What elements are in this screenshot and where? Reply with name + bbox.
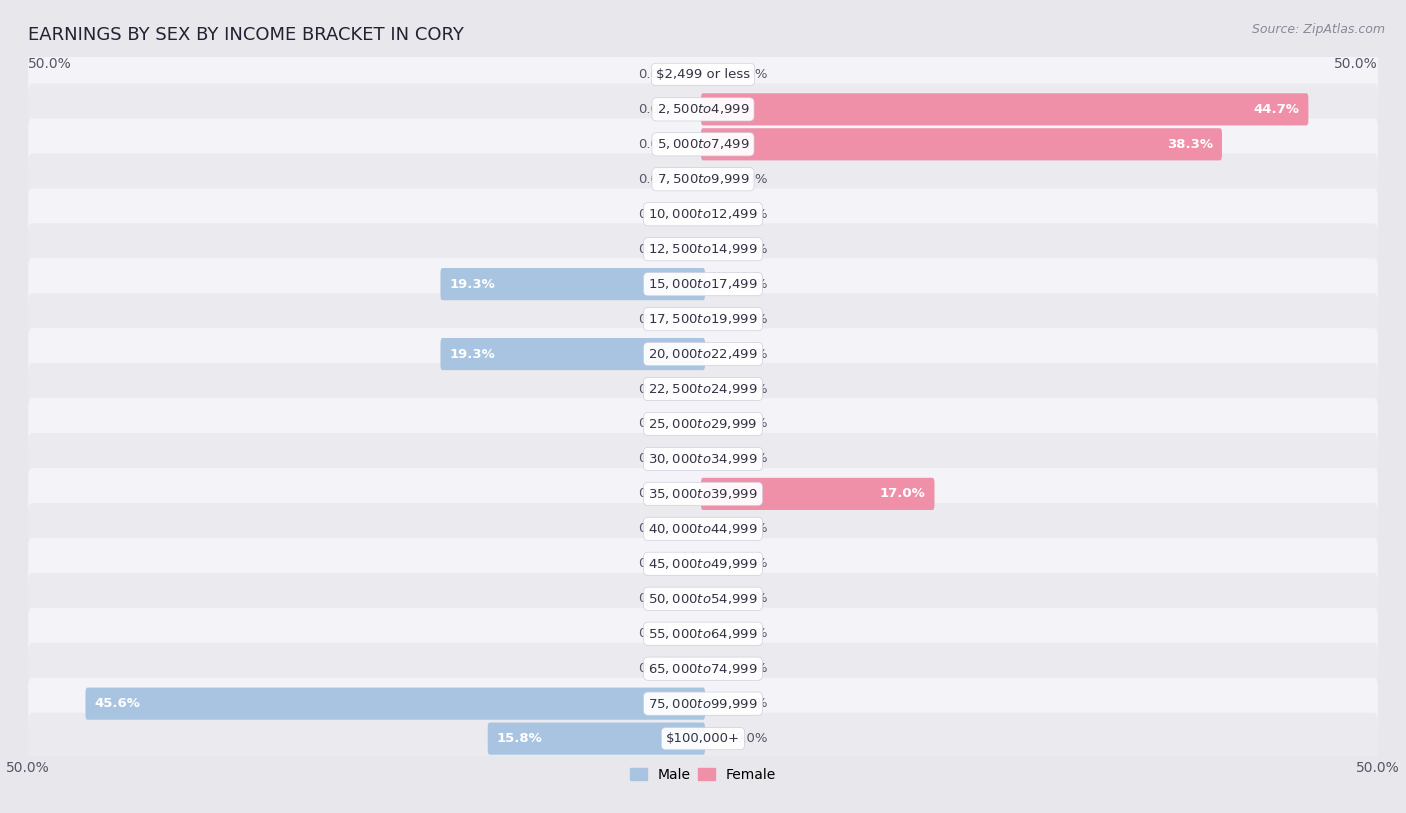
FancyBboxPatch shape [28, 154, 1378, 205]
FancyBboxPatch shape [28, 433, 1378, 485]
Text: $50,000 to $54,999: $50,000 to $54,999 [648, 592, 758, 606]
Text: $100,000+: $100,000+ [666, 733, 740, 745]
Text: $10,000 to $12,499: $10,000 to $12,499 [648, 207, 758, 221]
Text: 0.0%: 0.0% [638, 593, 672, 605]
Text: 0.0%: 0.0% [734, 278, 768, 290]
Text: 0.0%: 0.0% [734, 208, 768, 220]
Text: 0.0%: 0.0% [638, 313, 672, 325]
Text: 0.0%: 0.0% [734, 418, 768, 430]
Text: 0.0%: 0.0% [638, 453, 672, 465]
FancyBboxPatch shape [702, 93, 1309, 125]
Text: 0.0%: 0.0% [734, 558, 768, 570]
FancyBboxPatch shape [28, 189, 1378, 240]
FancyBboxPatch shape [488, 723, 704, 754]
FancyBboxPatch shape [28, 538, 1378, 589]
Text: $35,000 to $39,999: $35,000 to $39,999 [648, 487, 758, 501]
Text: 0.0%: 0.0% [638, 383, 672, 395]
Text: 0.0%: 0.0% [638, 243, 672, 255]
FancyBboxPatch shape [28, 49, 1378, 100]
Text: $65,000 to $74,999: $65,000 to $74,999 [648, 662, 758, 676]
FancyBboxPatch shape [28, 643, 1378, 694]
Text: Source: ZipAtlas.com: Source: ZipAtlas.com [1251, 23, 1385, 36]
Text: 0.0%: 0.0% [638, 173, 672, 185]
Text: 38.3%: 38.3% [1167, 138, 1213, 150]
Text: EARNINGS BY SEX BY INCOME BRACKET IN CORY: EARNINGS BY SEX BY INCOME BRACKET IN COR… [28, 26, 464, 44]
Text: 0.0%: 0.0% [638, 138, 672, 150]
FancyBboxPatch shape [28, 119, 1378, 170]
Text: 19.3%: 19.3% [450, 278, 495, 290]
Text: 17.0%: 17.0% [880, 488, 925, 500]
Text: 0.0%: 0.0% [734, 348, 768, 360]
Text: 0.0%: 0.0% [638, 208, 672, 220]
Text: $75,000 to $99,999: $75,000 to $99,999 [648, 697, 758, 711]
Text: $30,000 to $34,999: $30,000 to $34,999 [648, 452, 758, 466]
FancyBboxPatch shape [28, 573, 1378, 624]
FancyBboxPatch shape [28, 503, 1378, 554]
Text: $5,000 to $7,499: $5,000 to $7,499 [657, 137, 749, 151]
FancyBboxPatch shape [28, 468, 1378, 520]
Text: 0.0%: 0.0% [734, 593, 768, 605]
FancyBboxPatch shape [28, 259, 1378, 310]
Text: 0.0%: 0.0% [734, 663, 768, 675]
Text: 0.0%: 0.0% [638, 418, 672, 430]
Text: 0.0%: 0.0% [734, 68, 768, 80]
FancyBboxPatch shape [440, 338, 704, 370]
Text: 0.0%: 0.0% [638, 488, 672, 500]
Text: 0.0%: 0.0% [734, 313, 768, 325]
Text: 0.0%: 0.0% [734, 523, 768, 535]
Text: $2,500 to $4,999: $2,500 to $4,999 [657, 102, 749, 116]
Text: 0.0%: 0.0% [734, 243, 768, 255]
Text: $22,500 to $24,999: $22,500 to $24,999 [648, 382, 758, 396]
Text: 0.0%: 0.0% [638, 523, 672, 535]
Text: 0.0%: 0.0% [734, 628, 768, 640]
Text: 19.3%: 19.3% [450, 348, 495, 360]
FancyBboxPatch shape [28, 84, 1378, 135]
Text: 0.0%: 0.0% [638, 628, 672, 640]
Text: 0.0%: 0.0% [734, 453, 768, 465]
FancyBboxPatch shape [28, 678, 1378, 729]
FancyBboxPatch shape [702, 128, 1222, 160]
Legend: Male, Female: Male, Female [624, 763, 782, 788]
FancyBboxPatch shape [28, 713, 1378, 764]
Text: $12,500 to $14,999: $12,500 to $14,999 [648, 242, 758, 256]
FancyBboxPatch shape [28, 224, 1378, 275]
Text: 0.0%: 0.0% [638, 103, 672, 115]
FancyBboxPatch shape [86, 688, 704, 720]
Text: 0.0%: 0.0% [734, 698, 768, 710]
Text: 50.0%: 50.0% [28, 57, 72, 71]
Text: $55,000 to $64,999: $55,000 to $64,999 [648, 627, 758, 641]
Text: 50.0%: 50.0% [1334, 57, 1378, 71]
Text: 15.8%: 15.8% [496, 733, 543, 745]
FancyBboxPatch shape [28, 608, 1378, 659]
Text: 0.0%: 0.0% [638, 68, 672, 80]
Text: $25,000 to $29,999: $25,000 to $29,999 [648, 417, 758, 431]
Text: 0.0%: 0.0% [734, 383, 768, 395]
Text: $40,000 to $44,999: $40,000 to $44,999 [648, 522, 758, 536]
Text: 0.0%: 0.0% [638, 663, 672, 675]
Text: $17,500 to $19,999: $17,500 to $19,999 [648, 312, 758, 326]
Text: $45,000 to $49,999: $45,000 to $49,999 [648, 557, 758, 571]
FancyBboxPatch shape [28, 328, 1378, 380]
Text: $2,499 or less: $2,499 or less [657, 68, 749, 80]
FancyBboxPatch shape [702, 478, 935, 510]
Text: 45.6%: 45.6% [94, 698, 141, 710]
Text: 0.0%: 0.0% [638, 558, 672, 570]
Text: 0.0%: 0.0% [734, 173, 768, 185]
FancyBboxPatch shape [440, 268, 704, 300]
FancyBboxPatch shape [28, 293, 1378, 345]
Text: 44.7%: 44.7% [1254, 103, 1299, 115]
Text: $7,500 to $9,999: $7,500 to $9,999 [657, 172, 749, 186]
Text: $15,000 to $17,499: $15,000 to $17,499 [648, 277, 758, 291]
FancyBboxPatch shape [28, 398, 1378, 450]
Text: 0.0%: 0.0% [734, 733, 768, 745]
FancyBboxPatch shape [28, 363, 1378, 415]
Text: $20,000 to $22,499: $20,000 to $22,499 [648, 347, 758, 361]
